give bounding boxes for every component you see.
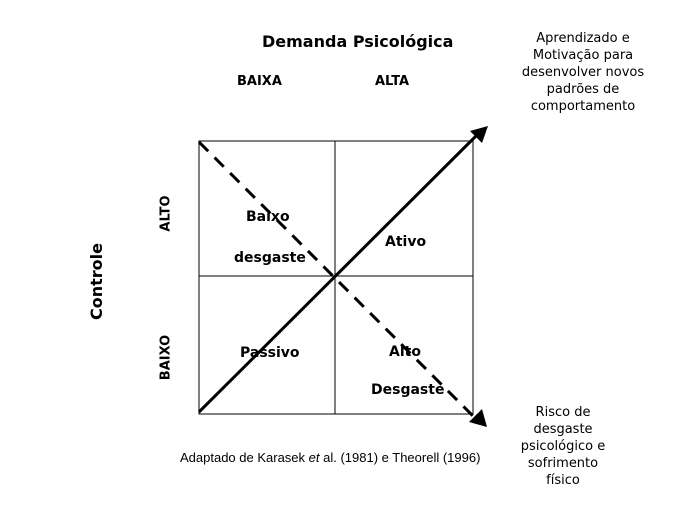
source-prefix: Adaptado de Karasek <box>180 450 309 465</box>
learning-arrow <box>197 132 480 414</box>
diagram-title: Demanda Psicológica <box>262 32 454 51</box>
source-suffix: al. (1981) e Theorell (1996) <box>319 450 481 465</box>
row-label-high: ALTO <box>158 195 174 232</box>
quadrant-top-right: Ativo <box>385 234 427 250</box>
learning-arrowhead <box>470 126 488 143</box>
quadrant-top-left-line1: Baixo <box>246 209 290 225</box>
quadrant-bottom-right-line1: Alto <box>389 344 421 360</box>
y-axis-title: Controle <box>87 243 106 320</box>
source-citation: Adaptado de Karasek et al. (1981) e Theo… <box>180 451 480 464</box>
row-label-low: BAIXO <box>158 334 174 381</box>
quadrant-bottom-left: Passivo <box>240 345 300 361</box>
column-label-high: ALTA <box>375 74 410 89</box>
annotation-bottom-right: Risco de desgaste psicológico e sofrimen… <box>520 405 606 488</box>
strain-arrowhead <box>469 409 487 427</box>
strain-arrow <box>197 140 477 420</box>
annotation-top-right: Aprendizado e Motivação para desenvolver… <box>521 31 645 114</box>
column-label-low: BAIXA <box>237 74 282 89</box>
quadrant-bottom-right-line2: Desgaste <box>371 382 445 398</box>
source-italic: et <box>308 450 320 465</box>
quadrant-top-left-line2: desgaste <box>234 250 306 266</box>
grid-frame <box>198 140 474 415</box>
